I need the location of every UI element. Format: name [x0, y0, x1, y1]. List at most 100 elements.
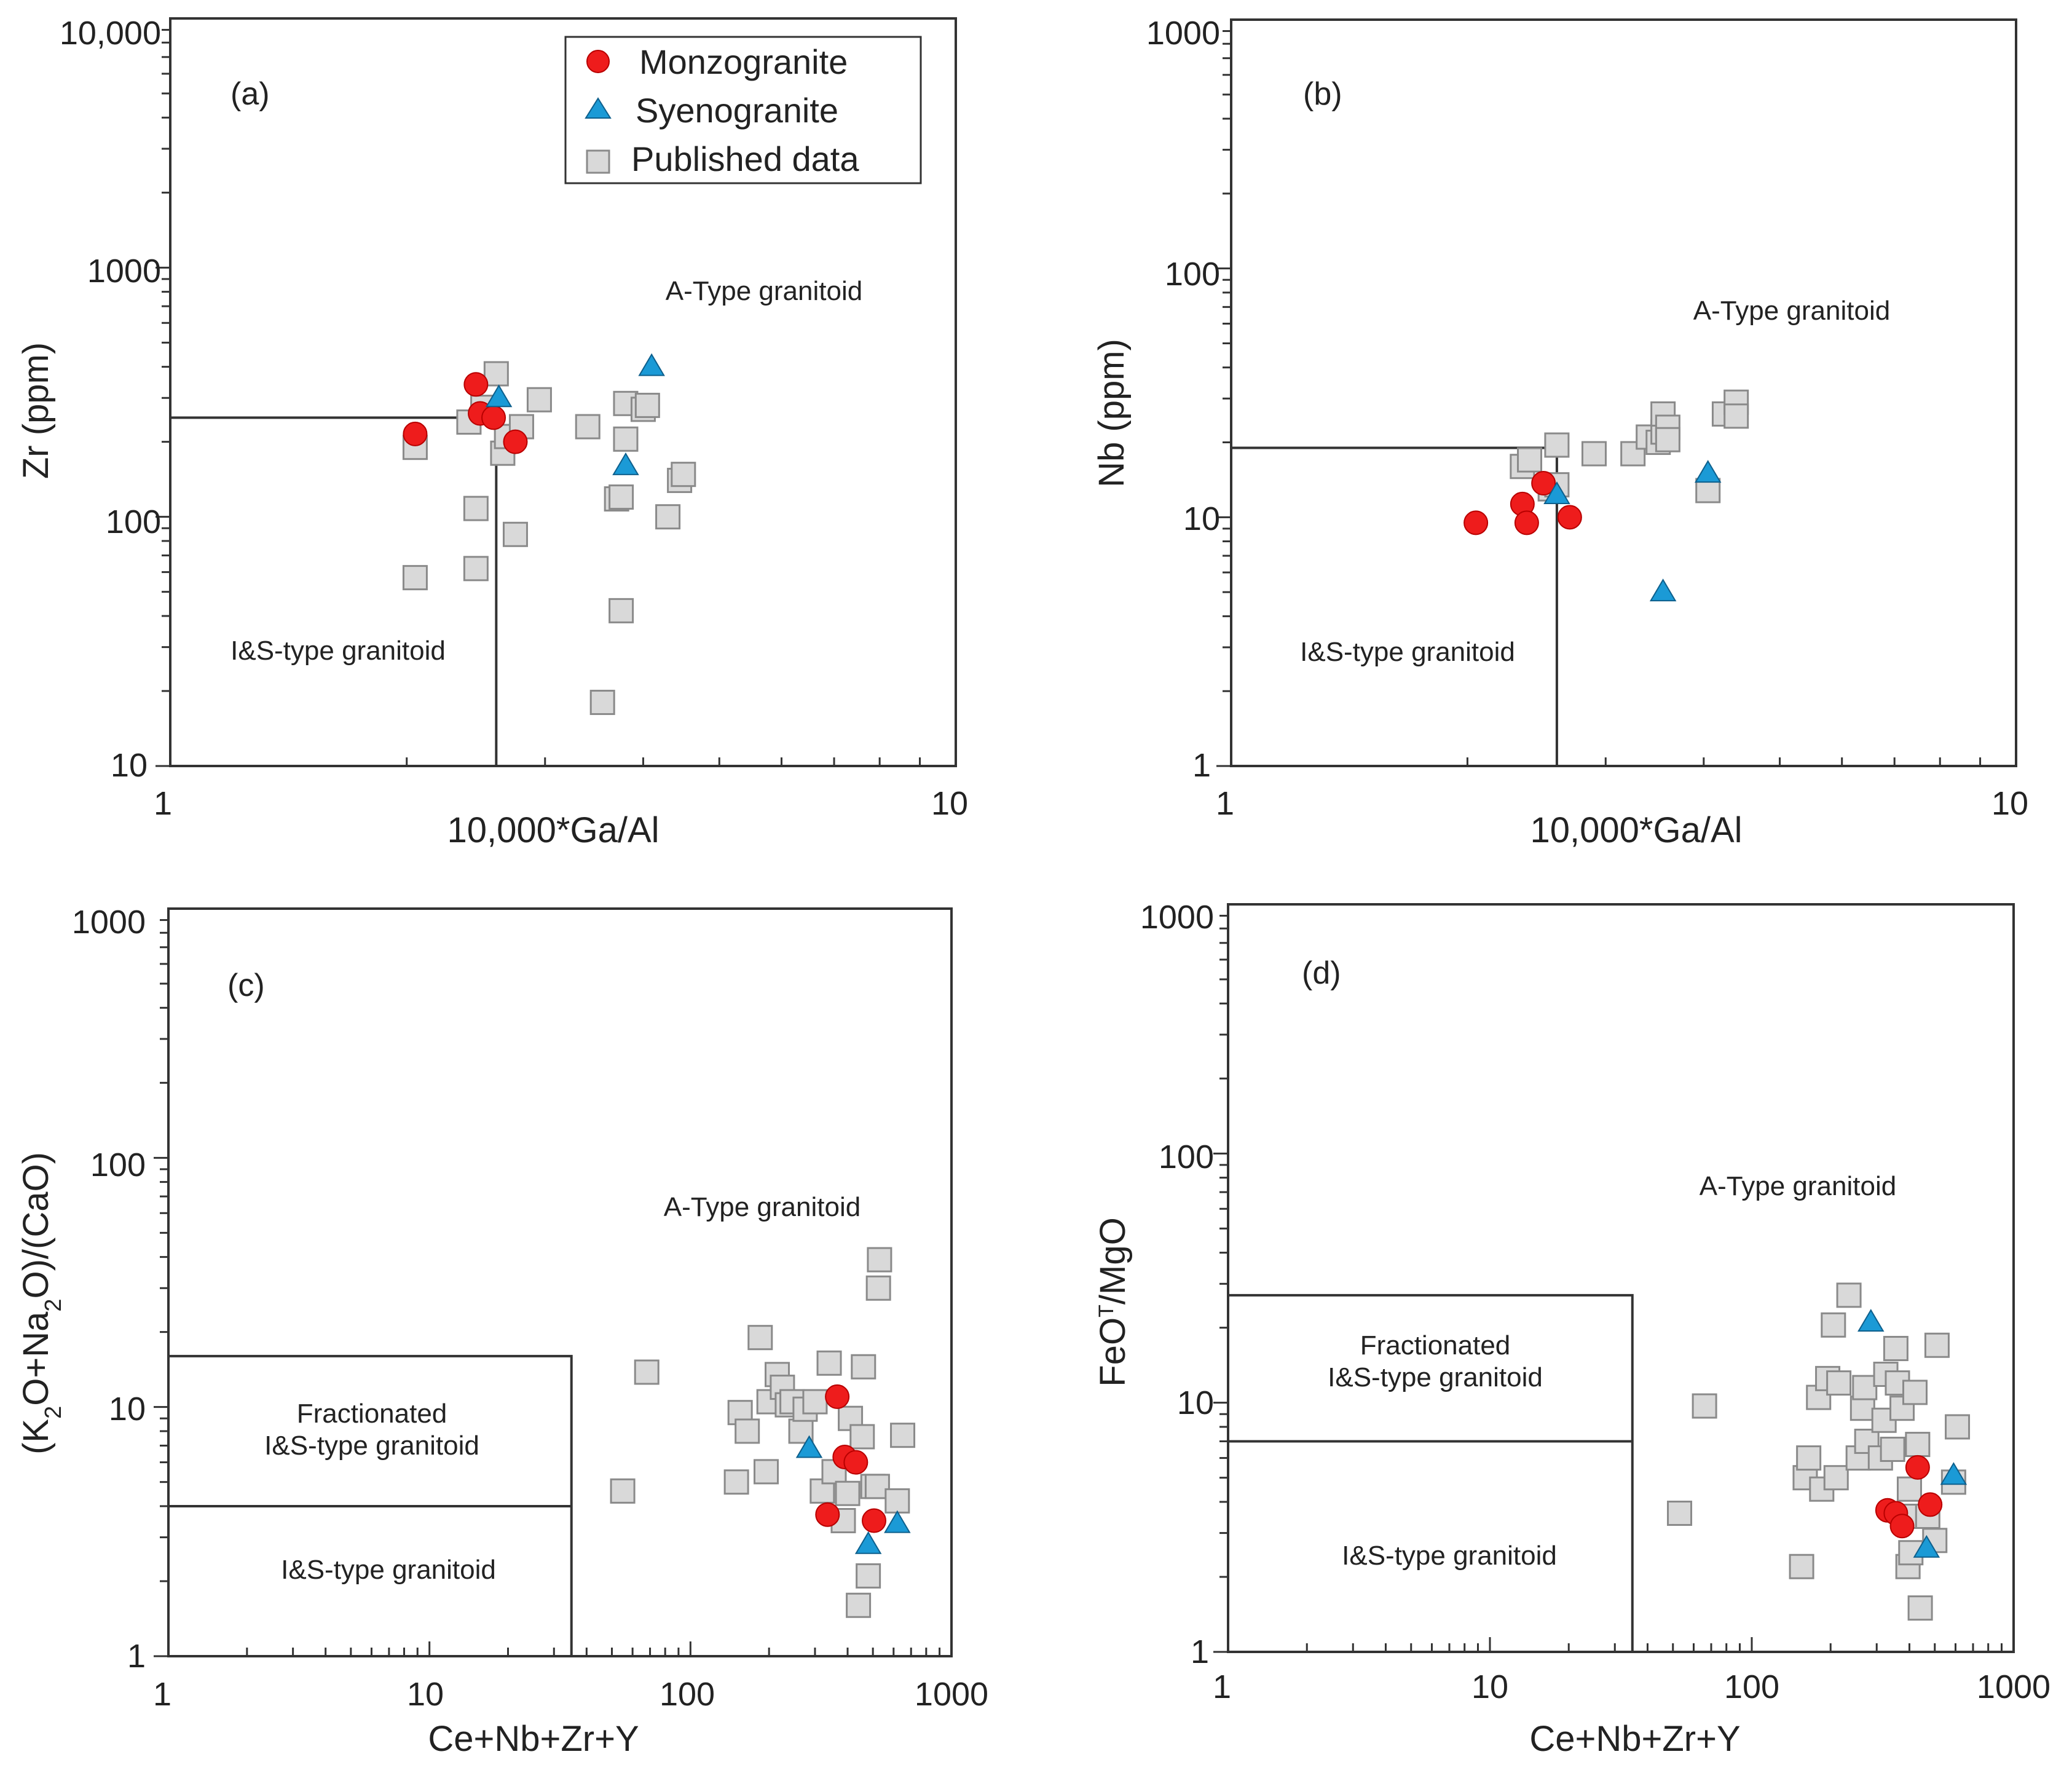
published-data-point — [1581, 441, 1607, 467]
syenogranite-point — [1913, 1534, 1940, 1558]
region-label-a-type: A-Type granitoid — [1693, 296, 1890, 326]
region-label-a-type: A-Type granitoid — [666, 276, 862, 306]
published-data-point — [502, 521, 528, 547]
published-data-point — [1836, 1282, 1862, 1308]
panel-tag-b: (b) — [1303, 76, 1342, 112]
published-data-point — [1902, 1380, 1928, 1405]
published-data-point — [846, 1592, 872, 1618]
legend-label-monzogranite: Monzogranite — [639, 42, 848, 81]
published-data-point — [867, 1247, 892, 1273]
monzogranite-point — [1514, 510, 1539, 535]
panel-tag-a: (a) — [230, 76, 270, 112]
x-tick-label: 1000 — [1977, 1668, 2050, 1705]
x-tick-label: 1 — [153, 1676, 171, 1713]
x-tick-label: 10 — [1471, 1668, 1508, 1705]
y-axis-label-c: (K2O+Na2O)/(CaO) — [16, 1152, 66, 1455]
y-tick-label: 100 — [90, 1147, 146, 1183]
panel-a: 10 100 1000 10,000 1 10 10,000*Ga/Al Zr … — [16, 15, 968, 850]
syenogranite-point — [1940, 1462, 1968, 1485]
plot-frame-c — [167, 907, 953, 1657]
syenogranite-point — [795, 1435, 823, 1458]
y-tick-label: 10 — [109, 1391, 146, 1427]
monzogranite-point — [825, 1384, 850, 1409]
panel-c: 1 10 100 1000 1 10 100 1000 Ce+Nb+Zr+Y (… — [16, 904, 988, 1759]
monzogranite-point — [1889, 1514, 1915, 1539]
axis-ticks-a — [156, 29, 921, 767]
published-data-point — [1655, 427, 1680, 452]
published-data-point — [1849, 1396, 1875, 1421]
x-axis-label-b: 10,000*Ga/Al — [1530, 810, 1742, 850]
published-data-point — [1883, 1336, 1909, 1362]
syenogranite-point — [884, 1510, 911, 1533]
published-data-point — [634, 392, 660, 418]
x-tick-label: 1 — [1216, 785, 1234, 822]
region-label-fractionated: Fractionated I&S-type granitoid — [1328, 1330, 1543, 1392]
region-label-is-type: I&S-type granitoid — [281, 1555, 496, 1585]
y-tick-label: 1 — [1192, 747, 1211, 784]
published-data-point — [483, 361, 509, 387]
monzogranite-point — [1531, 471, 1556, 496]
published-data-point — [1898, 1540, 1924, 1566]
published-data-point — [1620, 441, 1646, 467]
panel-tag-d: (d) — [1302, 955, 1341, 991]
published-data-point — [1821, 1312, 1846, 1338]
published-data-point — [856, 1563, 881, 1589]
published-data-point — [754, 1459, 779, 1485]
published-data-point — [1667, 1501, 1693, 1526]
region-label-a-type: A-Type granitoid — [1700, 1171, 1896, 1201]
published-data-point — [1544, 432, 1570, 458]
x-tick-label: 10 — [931, 785, 968, 822]
axis-ticks-d — [1213, 915, 2003, 1653]
published-data-point — [610, 1478, 636, 1504]
published-data-point — [463, 496, 489, 521]
published-data-point — [816, 1350, 842, 1376]
published-data-point — [671, 462, 696, 488]
data-points-b — [1463, 389, 1749, 602]
syenogranite-point — [1857, 1309, 1885, 1332]
published-data-point — [851, 1354, 876, 1380]
x-axis-label-c: Ce+Nb+Zr+Y — [428, 1719, 639, 1759]
x-tick-label: 100 — [1724, 1668, 1779, 1705]
published-data-point — [802, 1389, 828, 1415]
x-axis-label-a: 10,000*Ga/Al — [447, 810, 659, 850]
region-label-fractionated: Fractionated I&S-type granitoid — [264, 1399, 479, 1461]
monzogranite-point — [1463, 510, 1489, 535]
region-label-is-type: I&S-type granitoid — [230, 636, 446, 666]
published-data-point — [884, 1488, 910, 1514]
syenogranite-point — [1649, 578, 1677, 602]
published-data-point — [735, 1418, 760, 1444]
panel-d: 1 10 100 1000 1 10 100 1000 Ce+Nb+Zr+Y F… — [1093, 899, 2050, 1759]
y-axis-label-a: Zr (ppm) — [16, 342, 56, 479]
syenogranite-point — [612, 452, 639, 475]
published-data-point — [1796, 1445, 1822, 1471]
published-data-point — [1692, 1393, 1717, 1419]
published-data-point — [1924, 1332, 1950, 1358]
monzogranite-point — [463, 372, 489, 397]
y-tick-label: 10,000 — [60, 15, 161, 52]
data-points-a — [402, 353, 696, 716]
published-data-point — [835, 1480, 861, 1506]
published-data-point — [1907, 1595, 1933, 1621]
legend-label-published: Published data — [631, 140, 859, 178]
published-data-point — [1896, 1476, 1922, 1502]
plot-frame-d — [1227, 903, 2015, 1653]
x-tick-label: 10 — [1991, 785, 2028, 822]
x-tick-label: 1 — [1213, 1668, 1231, 1705]
monzogranite-point — [815, 1502, 840, 1527]
y-tick-label: 1000 — [1140, 899, 1214, 936]
published-data-point — [634, 1359, 660, 1385]
axis-ticks-c — [154, 919, 941, 1657]
y-tick-label: 1000 — [1146, 15, 1220, 52]
axis-ticks-b — [1216, 30, 1982, 767]
published-data-point — [747, 1325, 773, 1351]
monzogranite-point — [481, 405, 506, 430]
published-data-point — [609, 484, 634, 510]
legend: Monzogranite Syenogranite Published data — [564, 36, 922, 184]
monzogranite-point — [1557, 505, 1582, 530]
published-data-point — [1852, 1375, 1878, 1400]
y-tick-label: 1 — [127, 1638, 146, 1675]
legend-label-syenogranite: Syenogranite — [636, 91, 838, 130]
published-data-point — [890, 1423, 916, 1448]
published-data-point — [865, 1275, 891, 1301]
